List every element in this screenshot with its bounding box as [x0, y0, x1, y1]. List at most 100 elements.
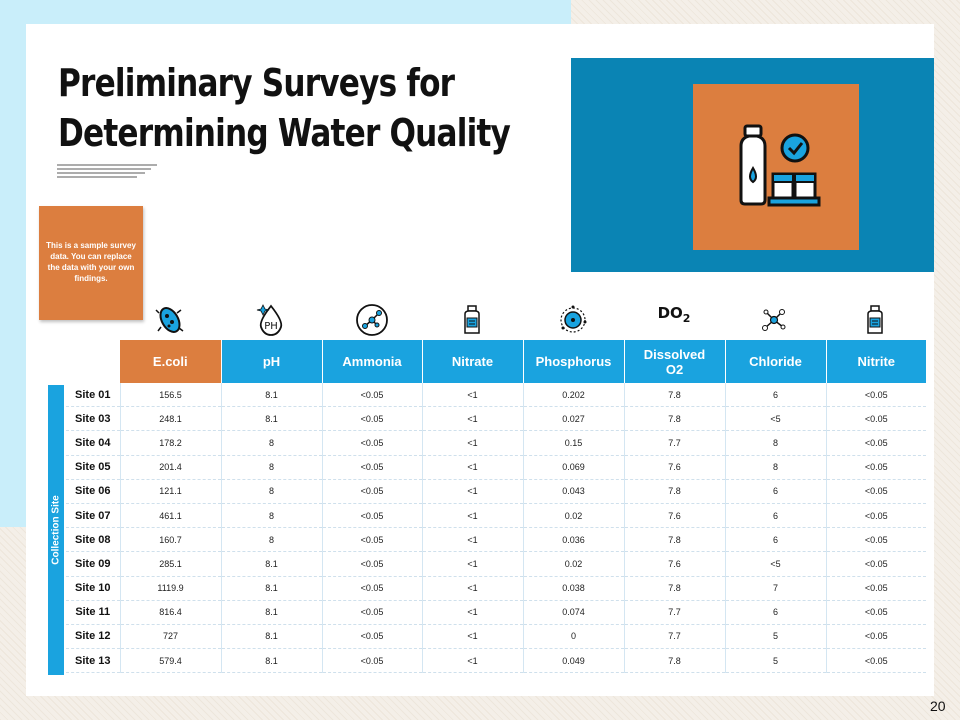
table-cell: <1 [422, 648, 524, 674]
table-cell: 0.043 [523, 479, 625, 504]
parameter-icons-row: PH DO2 [120, 300, 926, 340]
table-cell: 178.2 [120, 430, 222, 456]
table-cell: 156.5 [120, 383, 222, 408]
phosphorus-atom-icon [523, 300, 623, 340]
column-header-ammonia: Ammonia [322, 340, 423, 383]
table-cell: <0.05 [322, 406, 423, 432]
table-cell: <0.05 [322, 551, 423, 577]
sample-data-note: This is a sample survey data. You can re… [39, 206, 143, 320]
site-label: Site 11 [66, 600, 121, 625]
table-cell: <0.05 [826, 624, 926, 650]
table-cell: 0.069 [523, 455, 625, 480]
table-cell: 201.4 [120, 455, 222, 480]
hero-image-inner [693, 84, 859, 250]
ph-drop-icon: PH [221, 300, 321, 340]
table-row: Site 11 816.4 8.1 <0.05 <1 0.074 7.7 6 <0.05 [66, 600, 926, 625]
table-cell: 727 [120, 624, 222, 650]
column-header-phosphorus: Phosphorus [523, 340, 625, 383]
table-cell: 0.02 [523, 503, 625, 529]
table-cell: 6 [725, 527, 827, 553]
table-cell: 6 [725, 600, 827, 625]
table-cell: 5 [725, 648, 827, 674]
table-cell: 461.1 [120, 503, 222, 529]
table-cell: 121.1 [120, 479, 222, 504]
table-cell: 7.7 [624, 430, 726, 456]
table-cell: <0.05 [826, 503, 926, 529]
table-cell: 8.1 [221, 600, 323, 625]
column-header-dissolved-o2: Dissolved O2 [624, 340, 726, 383]
table-cell: 7.6 [624, 503, 726, 529]
title-line-2: Determining Water Quality [58, 111, 511, 155]
column-header-chloride: Chloride [725, 340, 827, 383]
site-label: Site 07 [66, 503, 121, 529]
table-cell: <0.05 [826, 551, 926, 577]
table-cell: <1 [422, 479, 524, 504]
table-cell: <0.05 [826, 455, 926, 480]
do2-label: DO [657, 303, 683, 322]
table-row: Site 13 579.4 8.1 <0.05 <1 0.049 7.8 5 <0.05 [66, 648, 926, 674]
table-row: Site 01 156.5 8.1 <0.05 <1 0.202 7.8 6 <0.05 [66, 383, 926, 408]
water-bottle-glasses-icon [739, 124, 821, 207]
site-label: Site 10 [66, 576, 121, 601]
site-label: Site 12 [66, 624, 121, 650]
table-cell: 8 [221, 455, 323, 480]
table-body: Site 01 156.5 8.1 <0.05 <1 0.202 7.8 6 <0.05 Site… [66, 383, 926, 674]
table-cell: 8 [221, 430, 323, 456]
table-cell: 7 [725, 576, 827, 601]
table-cell: 285.1 [120, 551, 222, 577]
table-cell: 8 [221, 527, 323, 553]
table-cell: <1 [422, 624, 524, 650]
table-cell: <0.05 [322, 600, 423, 625]
title-line-1: Preliminary Surveys for [58, 61, 455, 105]
table-cell: 8 [221, 503, 323, 529]
table-cell: <0.05 [826, 430, 926, 456]
table-cell: 8 [725, 430, 827, 456]
table-cell: 7.8 [624, 383, 726, 408]
table-cell: 816.4 [120, 600, 222, 625]
table-cell: 7.8 [624, 648, 726, 674]
table-cell: <0.05 [322, 576, 423, 601]
table-header-row: E.coli pH Ammonia Nitrate Phosphorus Dis… [66, 340, 926, 383]
table-cell: <0.05 [322, 624, 423, 650]
table-row: Site 06 121.1 8 <0.05 <1 0.043 7.8 6 <0.05 [66, 479, 926, 504]
table-cell: 6 [725, 503, 827, 529]
table-cell: 7.8 [624, 406, 726, 432]
bacteria-icon [120, 300, 220, 340]
table-cell: <5 [725, 551, 827, 577]
table-cell: <1 [422, 600, 524, 625]
table-cell: 0.027 [523, 406, 625, 432]
table-cell: <0.05 [322, 430, 423, 456]
site-label: Site 06 [66, 479, 121, 504]
table-cell: 7.8 [624, 527, 726, 553]
table-row: Site 09 285.1 8.1 <0.05 <1 0.02 7.6 <5 <0.05 [66, 551, 926, 577]
chloride-molecule-icon [724, 300, 824, 340]
table-cell: 8 [221, 479, 323, 504]
table-cell: 8.1 [221, 576, 323, 601]
table-row: Site 08 160.7 8 <0.05 <1 0.036 7.8 6 <0.05 [66, 527, 926, 553]
table-cell: 0.202 [523, 383, 625, 408]
table-row: Site 12 727 8.1 <0.05 <1 0 7.7 5 <0.05 [66, 624, 926, 650]
table-cell: 7.8 [624, 479, 726, 504]
table-cell: <0.05 [826, 479, 926, 504]
site-label: Site 09 [66, 551, 121, 577]
table-cell: <0.05 [826, 600, 926, 625]
table-cell: 1119.9 [120, 576, 222, 601]
table-cell: <1 [422, 406, 524, 432]
table-row: Site 05 201.4 8 <0.05 <1 0.069 7.6 8 <0.05 [66, 455, 926, 480]
table-cell: 7.7 [624, 624, 726, 650]
table-cell: <0.05 [322, 383, 423, 408]
table-cell: 7.6 [624, 455, 726, 480]
table-cell: 8.1 [221, 624, 323, 650]
nitrate-bottle-icon [422, 300, 522, 340]
header-corner [66, 340, 120, 383]
table-cell: <0.05 [322, 479, 423, 504]
table-row: Site 04 178.2 8 <0.05 <1 0.15 7.7 8 <0.05 [66, 430, 926, 456]
table-cell: 160.7 [120, 527, 222, 553]
nitrite-bottle-icon [825, 300, 925, 340]
table-cell: 0.15 [523, 430, 625, 456]
title-underline-decoration [57, 164, 157, 178]
table-cell: <0.05 [826, 406, 926, 432]
column-header-nitrate: Nitrate [422, 340, 524, 383]
site-label: Site 08 [66, 527, 121, 553]
table-cell: 8.1 [221, 551, 323, 577]
